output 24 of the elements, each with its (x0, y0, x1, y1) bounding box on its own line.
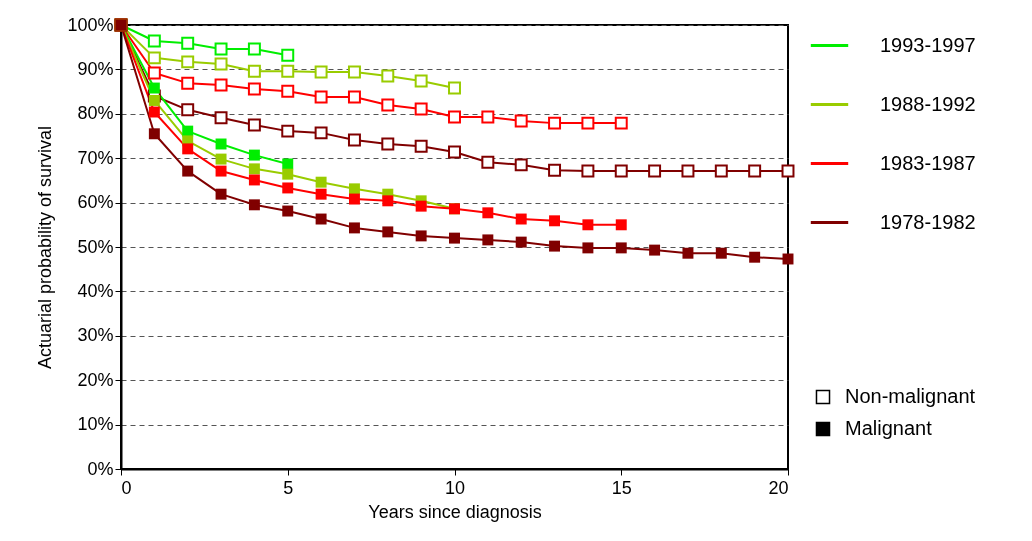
x-tick-label: 5 (283, 477, 294, 498)
y-tick-label: 20% (77, 369, 114, 390)
y-tick-label: 10% (77, 414, 114, 435)
x-tick-label: 15 (611, 477, 632, 498)
text: Non-malignant (845, 385, 976, 407)
y-tick-label: 30% (77, 325, 114, 346)
x-tick-label: 20 (768, 477, 789, 498)
y-tick-label: 70% (77, 147, 114, 168)
y-tick-label: 50% (77, 236, 114, 257)
y-tick-label: 100% (67, 14, 114, 35)
y-tick-label: 60% (77, 192, 114, 213)
legend-label: 1993-1997 (880, 33, 976, 56)
y-tick-label: 40% (77, 280, 114, 301)
x-tick-label: 0 (121, 477, 132, 498)
legend-label: 1988-1992 (880, 92, 976, 115)
y-tick-label: 80% (77, 103, 114, 124)
x-axis-title: Years since diagnosis (368, 501, 542, 522)
legend-label: 1978-1982 (880, 210, 976, 233)
text: Malignant (845, 417, 933, 439)
y-axis-title: Actuarial probability of survival (35, 125, 56, 370)
y-tick-label: 90% (77, 58, 114, 79)
x-tick-label: 10 (444, 477, 466, 498)
legend-label: 1983-1987 (880, 151, 976, 174)
y-tick-label: 0% (87, 458, 114, 479)
